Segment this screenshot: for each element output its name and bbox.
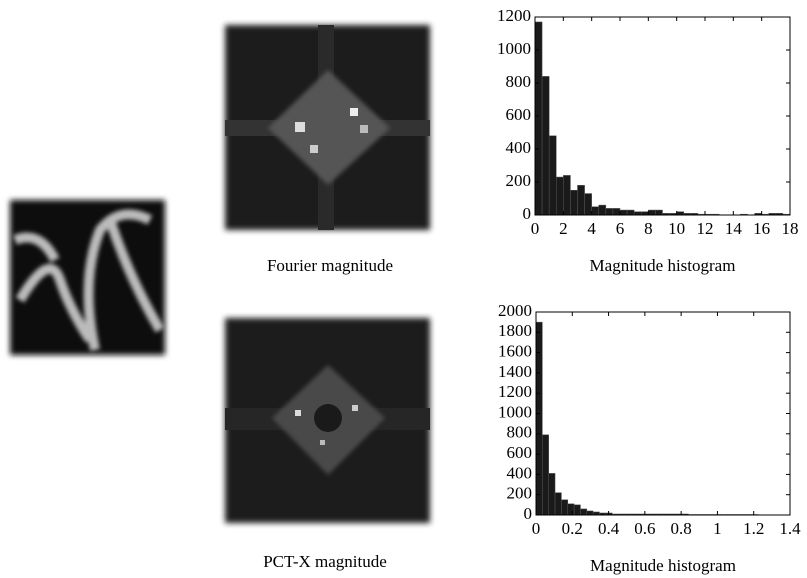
x-tick-label: 6	[616, 219, 625, 238]
bar	[570, 190, 578, 216]
bar	[598, 204, 607, 216]
x-tick-label: 1	[713, 519, 722, 538]
y-tick-label: 0	[524, 504, 533, 523]
plot-frame	[534, 16, 791, 216]
bar	[619, 209, 628, 216]
x-tick-label: 2	[559, 219, 568, 238]
image-caption: PCT-X magnitude	[263, 552, 387, 571]
x-tick-label: 1.4	[779, 519, 801, 538]
y-tick-label: 200	[507, 484, 533, 503]
x-tick-label: 8	[644, 219, 653, 238]
y-tick-label: 1400	[498, 362, 532, 381]
x-tick-label: 14	[725, 219, 743, 238]
bar	[548, 473, 556, 516]
y-tick-label: 1000	[498, 402, 532, 421]
x-tick-label: 4	[587, 219, 596, 238]
x-tick-label: 16	[753, 219, 770, 238]
y-tick-label: 1800	[498, 321, 532, 340]
bar	[577, 185, 585, 216]
x-tick-label: 0.2	[562, 519, 583, 538]
bar	[612, 208, 621, 216]
pctx-image	[225, 318, 430, 523]
bar	[605, 208, 614, 216]
bar	[567, 503, 575, 516]
x-axis-label: Magnitude histogram	[590, 256, 736, 275]
bar	[542, 434, 549, 516]
plot-frame	[535, 311, 791, 516]
bar	[556, 176, 564, 216]
x-tick-label: 10	[668, 219, 685, 238]
x-tick-label: 0.4	[598, 519, 620, 538]
bar	[563, 175, 571, 216]
x-tick-label: 0.8	[671, 519, 692, 538]
bar	[534, 21, 543, 216]
bar	[548, 135, 557, 216]
x-tick-label: 0	[532, 519, 541, 538]
x-tick-label: 0.6	[634, 519, 655, 538]
x-tick-label: 1.2	[743, 519, 764, 538]
bar	[626, 209, 635, 216]
y-tick-label: 1000	[497, 39, 531, 58]
bar	[591, 206, 600, 216]
y-tick-label: 600	[506, 105, 532, 124]
bar	[541, 76, 550, 216]
y-tick-label: 600	[507, 443, 533, 462]
y-tick-label: 1200	[497, 6, 531, 25]
y-tick-label: 400	[507, 463, 533, 482]
bar	[586, 510, 594, 516]
y-tick-label: 0	[523, 204, 532, 223]
x-axis-label: Magnitude histogram	[590, 556, 736, 575]
bar	[584, 193, 592, 216]
input-image	[10, 200, 165, 355]
bar	[554, 492, 562, 516]
y-tick-label: 1600	[498, 342, 532, 361]
bar	[573, 504, 581, 516]
image-caption: Fourier magnitude	[267, 256, 393, 275]
bar	[535, 321, 543, 516]
y-tick-label: 2000	[498, 301, 532, 320]
y-tick-label: 1200	[498, 382, 532, 401]
bar	[648, 209, 656, 216]
bar	[561, 499, 569, 516]
fourier-image	[225, 25, 430, 230]
y-tick-label: 800	[506, 72, 532, 91]
y-tick-label: 800	[507, 423, 533, 442]
x-tick-label: 18	[782, 219, 799, 238]
x-tick-label: 0	[531, 219, 540, 238]
bar	[655, 209, 663, 216]
x-tick-label: 12	[697, 219, 714, 238]
y-tick-label: 400	[506, 138, 532, 157]
y-tick-label: 200	[506, 171, 532, 190]
bar	[580, 508, 588, 516]
